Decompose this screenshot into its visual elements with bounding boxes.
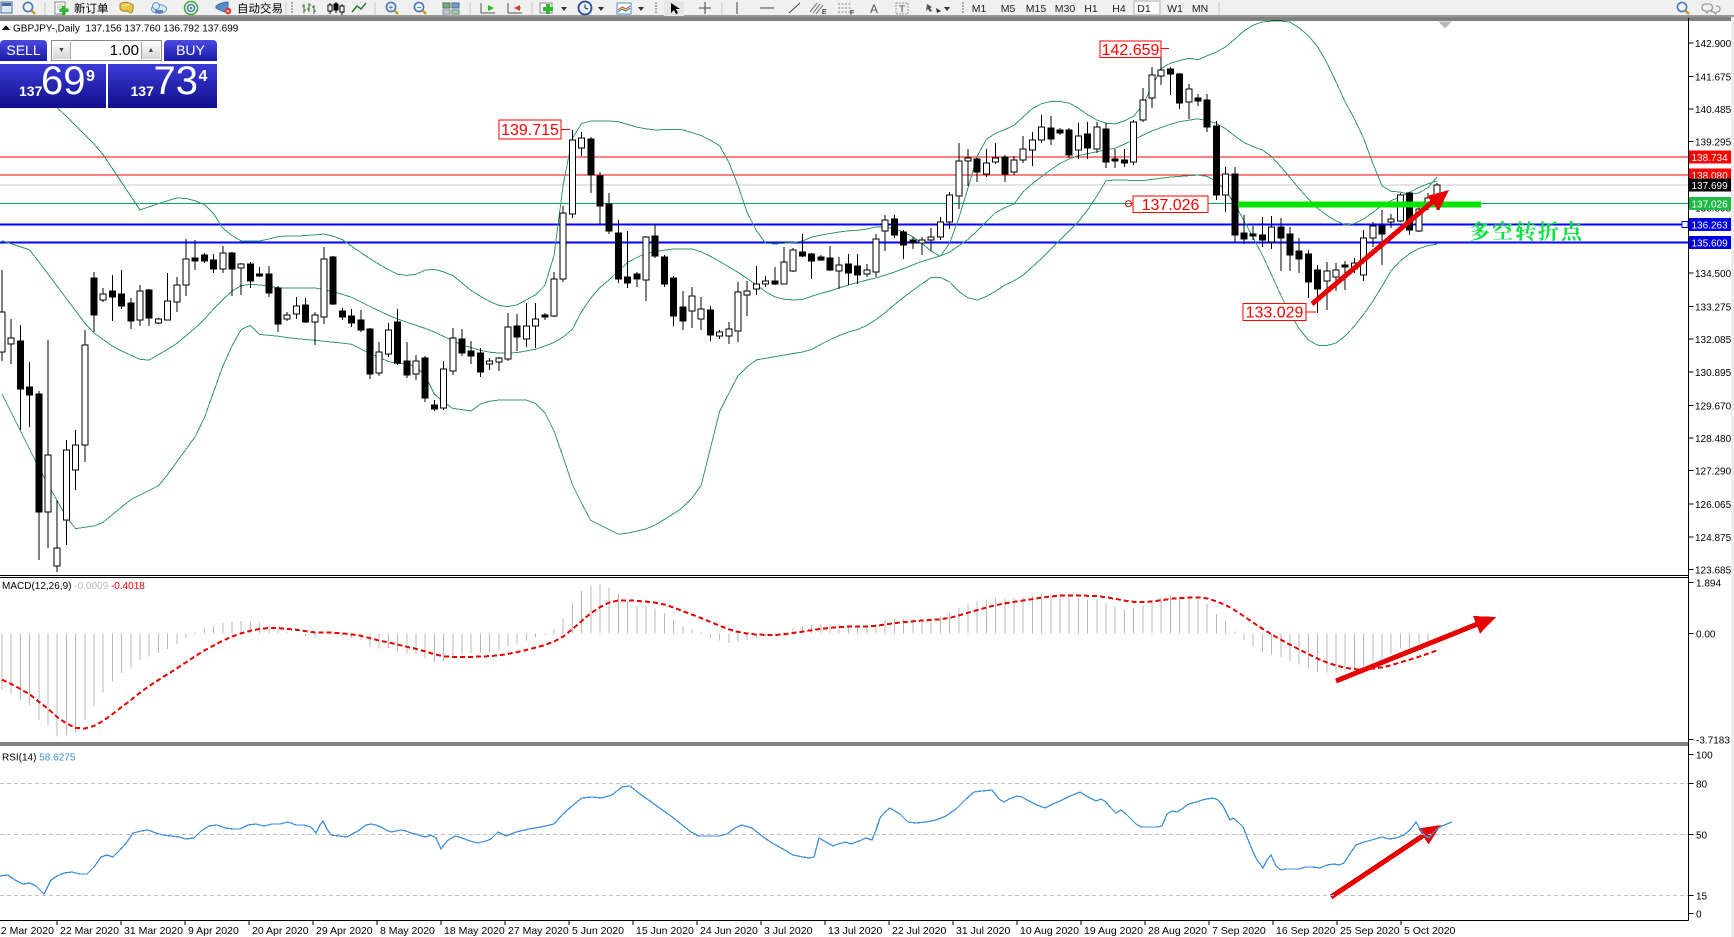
svg-text:134.500: 134.500 [1695,269,1732,280]
svg-text:130.895: 130.895 [1695,368,1732,379]
svg-text:141.675: 141.675 [1695,72,1732,83]
svg-text:8 May 2020: 8 May 2020 [380,925,435,937]
svg-text:16 Sep 2020: 16 Sep 2020 [1276,925,1336,937]
svg-text:GBPJPY-,Daily 137.156 137.760: GBPJPY-,Daily 137.156 137.760 136.792 13… [13,24,239,35]
svg-text:MN: MN [1192,3,1208,15]
svg-text:80: 80 [1696,780,1708,791]
svg-text:138.734: 138.734 [1692,153,1729,164]
svg-text:139.295: 139.295 [1695,138,1732,149]
svg-text:12 Mar 2020: 12 Mar 2020 [0,925,54,937]
svg-text:27 May 2020: 27 May 2020 [508,925,569,937]
svg-text:RSI(14) 58.6275: RSI(14) 58.6275 [2,753,76,764]
svg-text:137.026: 137.026 [1692,200,1729,211]
svg-text:137.699: 137.699 [1692,181,1729,192]
svg-text:0: 0 [1696,910,1702,921]
svg-text:M5: M5 [1001,3,1016,15]
svg-text:5 Jun 2020: 5 Jun 2020 [572,925,624,937]
svg-text:D1: D1 [1137,3,1151,15]
svg-text:19 Aug 2020: 19 Aug 2020 [1084,925,1143,937]
svg-text:M1: M1 [972,3,987,15]
svg-text:3 Jul 2020: 3 Jul 2020 [764,925,813,937]
svg-text:25 Sep 2020: 25 Sep 2020 [1340,925,1400,937]
svg-text:142.900: 142.900 [1695,39,1732,50]
svg-text:31 Jul 2020: 31 Jul 2020 [956,925,1010,937]
svg-text:M15: M15 [1026,3,1047,15]
svg-text:H1: H1 [1084,3,1098,15]
svg-text:133.275: 133.275 [1695,303,1732,314]
svg-text:138.080: 138.080 [1692,171,1729,182]
svg-text:F: F [850,10,854,17]
svg-text:132.085: 132.085 [1695,335,1732,346]
svg-text:7 Sep 2020: 7 Sep 2020 [1212,925,1266,937]
svg-text:29 Apr 2020: 29 Apr 2020 [316,925,373,937]
svg-text:139.715: 139.715 [501,122,559,139]
svg-text:18 May 2020: 18 May 2020 [444,925,505,937]
svg-text:123.685: 123.685 [1695,565,1732,576]
svg-text:127.290: 127.290 [1695,467,1732,478]
svg-text:−: − [417,3,422,12]
svg-text:15 Jun 2020: 15 Jun 2020 [636,925,694,937]
svg-text:T: T [899,5,905,16]
svg-text:124.875: 124.875 [1695,533,1732,544]
svg-text:126.065: 126.065 [1695,500,1732,511]
svg-text:9 Apr 2020: 9 Apr 2020 [188,925,239,937]
svg-text:20 Apr 2020: 20 Apr 2020 [252,925,309,937]
svg-text:31 Mar 2020: 31 Mar 2020 [124,925,183,937]
svg-text:-3.7183: -3.7183 [1696,735,1730,746]
svg-text:10 Aug 2020: 10 Aug 2020 [1020,925,1079,937]
svg-text:5 Oct 2020: 5 Oct 2020 [1404,925,1456,937]
svg-text:22 Mar 2020: 22 Mar 2020 [60,925,119,937]
svg-text:140.485: 140.485 [1695,105,1732,116]
svg-text:24 Jun 2020: 24 Jun 2020 [700,925,758,937]
svg-text:50: 50 [1696,831,1708,842]
svg-text:22 Jul 2020: 22 Jul 2020 [892,925,946,937]
svg-text:100: 100 [1696,751,1713,762]
svg-text:E: E [822,9,827,16]
svg-text:A: A [870,2,878,16]
svg-text:135.609: 135.609 [1692,239,1729,250]
svg-text:MACD(12,26,9) -0.0009 -0.4018: MACD(12,26,9) -0.0009 -0.4018 [2,581,145,592]
svg-text:128.480: 128.480 [1695,434,1732,445]
svg-text:H4: H4 [1112,3,1126,15]
svg-text:28 Aug 2020: 28 Aug 2020 [1148,925,1207,937]
svg-text:+: + [389,3,394,12]
svg-text:137.026: 137.026 [1142,197,1200,214]
svg-text:15: 15 [1696,892,1708,903]
svg-text:136.263: 136.263 [1692,221,1729,232]
svg-text:W1: W1 [1167,3,1183,15]
svg-text:0.00: 0.00 [1696,629,1716,640]
svg-text:13 Jul 2020: 13 Jul 2020 [828,925,882,937]
svg-text:M30: M30 [1055,3,1076,15]
svg-text:142.659: 142.659 [1102,42,1160,59]
svg-text:1.894: 1.894 [1696,578,1721,589]
svg-text:129.670: 129.670 [1695,401,1732,412]
svg-text:133.029: 133.029 [1246,305,1304,322]
